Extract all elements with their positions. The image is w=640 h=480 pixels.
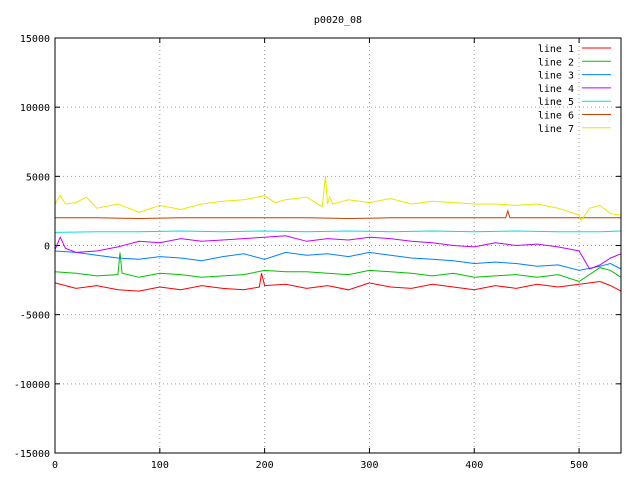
series-line-4 bbox=[54, 235, 622, 270]
plot-frame bbox=[54, 37, 622, 454]
x-axis-ticks: 0 100 200 300 400 500 bbox=[52, 38, 588, 471]
x-tick-label: 500 bbox=[570, 460, 588, 471]
legend-label-1: line 1 bbox=[538, 44, 574, 55]
chart-title: p0020_08 bbox=[314, 15, 362, 26]
legend: line 1 line 2 line 3 line 4 line 5 line 6 line… bbox=[538, 44, 611, 135]
grid bbox=[55, 38, 621, 453]
y-tick-label: 5000 bbox=[26, 172, 50, 183]
series-lines bbox=[54, 176, 622, 292]
series-line-1 bbox=[54, 273, 622, 292]
y-axis-ticks: -15000 -10000 -5000 0 5000 10000 15000 bbox=[14, 34, 621, 460]
legend-label-7: line 7 bbox=[538, 124, 574, 135]
legend-label-6: line 6 bbox=[538, 111, 574, 122]
y-tick-label: 10000 bbox=[20, 103, 50, 114]
legend-label-2: line 2 bbox=[538, 57, 574, 68]
legend-label-3: line 3 bbox=[538, 71, 574, 82]
series-line-5 bbox=[54, 230, 622, 233]
x-tick-label: 300 bbox=[360, 460, 378, 471]
y-tick-label: -10000 bbox=[14, 380, 50, 391]
series-line-6 bbox=[55, 209, 621, 220]
legend-label-5: line 5 bbox=[538, 97, 574, 108]
y-tick-label: 0 bbox=[44, 242, 50, 253]
x-tick-label: 100 bbox=[151, 460, 169, 471]
y-tick-label: -15000 bbox=[14, 449, 50, 460]
series-line-7 bbox=[54, 176, 622, 222]
y-tick-label: -5000 bbox=[20, 311, 50, 322]
x-tick-label: 0 bbox=[52, 460, 58, 471]
x-tick-label: 400 bbox=[465, 460, 483, 471]
series-line-2 bbox=[54, 252, 622, 283]
series-line-3 bbox=[54, 250, 622, 271]
y-tick-label: 15000 bbox=[20, 34, 50, 45]
x-tick-label: 200 bbox=[256, 460, 274, 471]
legend-label-4: line 4 bbox=[538, 84, 574, 95]
